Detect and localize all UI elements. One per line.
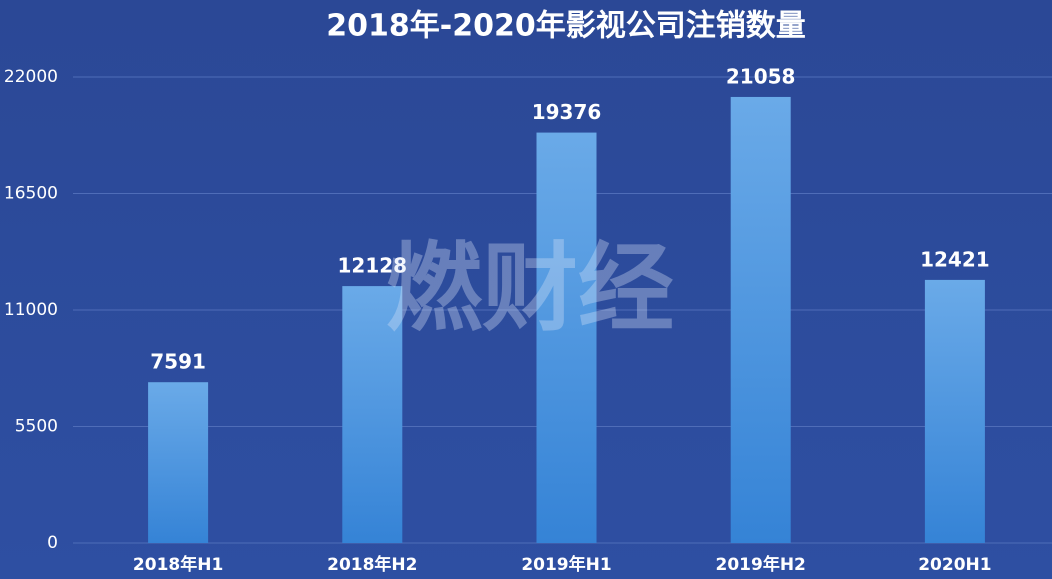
value-label: 12421: [920, 247, 990, 271]
bar: [342, 286, 403, 543]
bar: [730, 96, 791, 543]
watermark: 燃财经: [386, 232, 674, 344]
y-tick-label: 5500: [15, 417, 58, 437]
x-tick-label: 2018年H2: [327, 554, 417, 575]
value-label: 12128: [338, 254, 408, 278]
value-label: 21058: [726, 64, 796, 88]
chart-title: 2018年-2020年影视公司注销数量: [326, 9, 805, 44]
x-tick-label: 2020H1: [918, 555, 991, 575]
bar: [148, 382, 209, 543]
x-tick-label: 2019年H1: [521, 554, 611, 575]
y-tick-label: 11000: [4, 300, 58, 320]
value-label: 7591: [150, 350, 206, 374]
value-label: 19376: [532, 100, 602, 124]
bar: [536, 132, 597, 543]
y-tick-label: 22000: [4, 67, 58, 87]
y-tick-label: 0: [47, 533, 58, 553]
y-tick-label: 16500: [4, 184, 58, 204]
x-tick-label: 2018年H1: [133, 554, 223, 575]
bar: [924, 279, 985, 543]
x-tick-label: 2019年H2: [716, 554, 806, 575]
